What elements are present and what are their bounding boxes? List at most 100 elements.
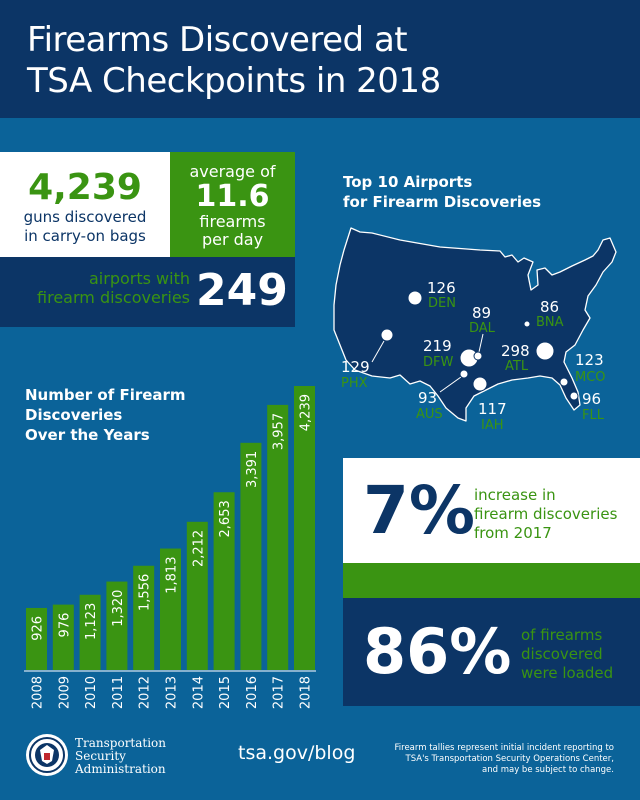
page-title: Firearms Discovered at TSA Checkpoints i…: [27, 20, 441, 102]
airport-code: BNA: [536, 315, 564, 330]
average-number: 11.6: [195, 179, 270, 214]
airport-dot: [473, 351, 483, 361]
bar-2008: [26, 607, 47, 670]
bar-value-label: 976: [57, 613, 72, 638]
year-tick-label: 2016: [245, 676, 260, 709]
title-line-2: TSA Checkpoints in 2018: [27, 61, 441, 101]
average-prefix: average of: [189, 162, 276, 181]
airport-count: 126: [427, 279, 456, 297]
bar-value-label: 1,123: [84, 603, 99, 640]
loaded-percent: 86%: [363, 615, 512, 688]
average-suffix-line: firearms: [199, 212, 266, 231]
year-tick-label: 2012: [138, 676, 153, 709]
map-title-line: Top 10 Airports: [343, 173, 473, 191]
airport-count: 93: [418, 389, 437, 407]
note-line: and may be subject to change.: [482, 765, 614, 775]
airport-count: 123: [575, 351, 604, 369]
chart-title: Number of Firearm Discoveries Over the Y…: [25, 385, 186, 445]
header-banner: Firearms Discovered at TSA Checkpoints i…: [0, 0, 640, 118]
bar-2017: [267, 404, 289, 670]
org-line: Transportation: [75, 736, 167, 750]
increase-label-line: from 2017: [474, 524, 552, 542]
airports-count-number: 249: [196, 265, 288, 316]
airport-count: 219: [423, 337, 452, 355]
map-title: Top 10 Airports for Firearm Discoveries: [343, 172, 541, 212]
year-tick-label: 2010: [84, 676, 99, 709]
chart-title-line: Number of Firearm: [25, 386, 186, 404]
airport-dot: [535, 341, 555, 361]
year-tick-label: 2014: [191, 676, 206, 709]
bar-value-label: 926: [31, 616, 46, 641]
blog-url[interactable]: tsa.gov/blog: [238, 742, 356, 764]
bar-2015: [213, 492, 235, 670]
bar-value-label: 1,813: [165, 557, 180, 594]
bar-value-label: 1,556: [138, 574, 153, 611]
total-guns-number: 4,239: [28, 167, 142, 208]
bar-2013: [160, 548, 181, 670]
loaded-label-line: discovered: [521, 645, 603, 663]
year-tick-label: 2009: [57, 676, 72, 709]
airports-label-line: firearm discoveries: [37, 288, 190, 307]
note-line: TSA's Transportation Security Operations…: [405, 754, 614, 764]
airport-dot: [523, 320, 531, 328]
dhs-seal-icon: [26, 734, 68, 776]
bar-value-label: 2,212: [191, 530, 206, 567]
loaded-panel: 86% of firearms discovered were loaded: [343, 598, 640, 706]
airport-code: FLL: [582, 408, 605, 423]
airport-count: 89: [472, 304, 491, 322]
airport-code: IAH: [481, 418, 504, 433]
airport-code: PHX: [341, 376, 368, 391]
year-tick-label: 2013: [165, 676, 180, 709]
bar-value-label: 3,957: [272, 413, 287, 450]
airport-code: AUS: [416, 407, 443, 422]
bar-2012: [133, 565, 155, 670]
airport-dot: [380, 328, 394, 342]
bar-value-label: 4,239: [299, 394, 314, 431]
airport-dot: [459, 369, 469, 379]
year-tick-label: 2017: [272, 676, 287, 709]
airport-code: ATL: [505, 359, 529, 374]
org-line: Security: [75, 749, 126, 763]
title-line-1: Firearms Discovered at: [27, 20, 408, 60]
bar-2009: [52, 604, 74, 670]
bar-2018: [294, 386, 315, 670]
airport-dot: [559, 377, 569, 387]
average-per-day-panel: average of 11.6 firearms per day: [170, 152, 295, 257]
bar-value-label: 3,391: [245, 451, 260, 488]
increase-panel: 7% increase in firearm discoveries from …: [343, 458, 640, 563]
increase-percent: 7%: [363, 472, 476, 549]
airport-code: MCO: [575, 370, 606, 385]
chart-title-line: Discoveries: [25, 406, 123, 424]
chart-title-line: Over the Years: [25, 426, 150, 444]
average-suffix-line: per day: [201, 230, 264, 249]
loaded-label-line: were loaded: [521, 664, 614, 682]
bar-value-label: 1,320: [111, 590, 126, 627]
note-line: Firearm tallies represent initial incide…: [394, 743, 615, 753]
airport-count: 298: [501, 342, 530, 360]
airport-count: 117: [478, 400, 507, 418]
average-suffix: firearms per day: [170, 213, 295, 249]
tsa-logo-text: Transportation Security Administration: [75, 737, 166, 776]
org-line: Administration: [75, 762, 166, 776]
total-guns-panel: 4,239 guns discovered in carry-on bags: [0, 152, 170, 257]
leader-line: [478, 333, 484, 353]
airports-count-panel: airports with firearm discoveries 249: [0, 257, 295, 327]
year-tick-label: 2015: [218, 676, 233, 709]
airport-code: DAL: [469, 321, 496, 336]
year-tick-label: 2018: [299, 676, 314, 709]
airport-count: 96: [582, 390, 601, 408]
year-tick-label: 2011: [111, 676, 126, 709]
increase-label: increase in firearm discoveries from 201…: [474, 486, 617, 543]
airport-dot: [472, 376, 488, 392]
airport-code: DEN: [428, 296, 456, 311]
